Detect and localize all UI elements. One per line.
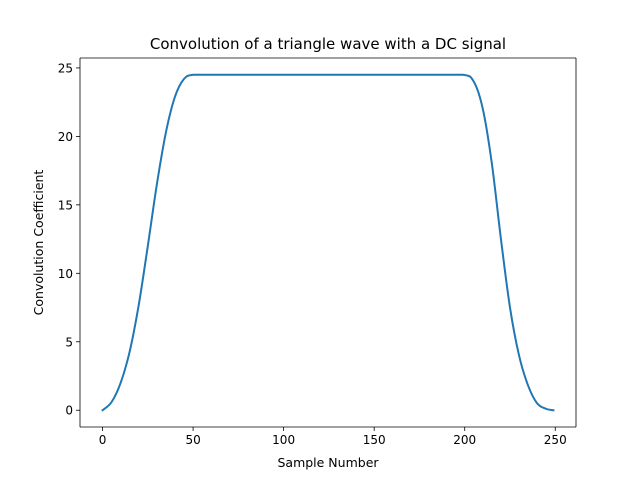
axes-frame [79, 57, 577, 428]
y-tick-label: 25 [58, 61, 73, 75]
chart-title: Convolution of a triangle wave with a DC… [150, 35, 506, 53]
y-axis-ticks: 0 5 10 15 20 25 [58, 61, 80, 418]
x-tick-label: 0 [99, 433, 107, 447]
x-axis-ticks: 0 50 100 150 200 250 [99, 427, 567, 447]
plot-background [80, 58, 576, 427]
y-tick-label: 10 [58, 267, 73, 281]
x-tick-label: 250 [544, 433, 567, 447]
x-tick-label: 50 [185, 433, 200, 447]
y-tick-label: 20 [58, 130, 73, 144]
y-axis-label: Convolution Coefficient [31, 170, 46, 316]
series-line [101, 73, 555, 412]
series-layer [101, 73, 555, 412]
y-tick-label: 0 [65, 404, 73, 418]
y-tick-label: 15 [58, 198, 73, 212]
x-tick-label: 100 [272, 433, 295, 447]
y-tick-label: 5 [65, 335, 73, 349]
plot-area [80, 58, 576, 427]
x-axis-label: Sample Number [277, 455, 379, 470]
x-tick-label: 200 [453, 433, 476, 447]
x-tick-label: 150 [363, 433, 386, 447]
